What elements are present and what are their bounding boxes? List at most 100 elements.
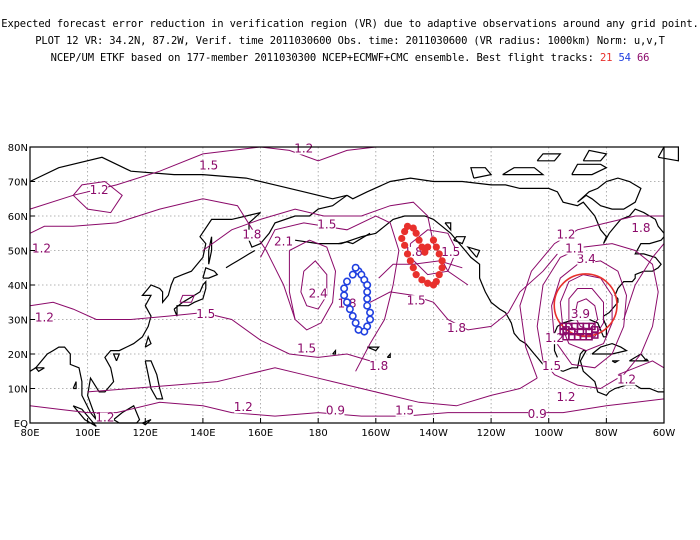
track-54-point [366, 315, 375, 324]
track-21-point [432, 243, 440, 251]
contour-label: 1.5 [196, 307, 215, 321]
contour-label: 1.5 [407, 293, 426, 307]
track-21-point [406, 257, 414, 265]
track-21-point [409, 264, 417, 272]
contour-label: 1.8 [369, 359, 388, 373]
coastline-segment [571, 163, 608, 176]
contour-label: 1.8 [447, 321, 466, 335]
contour-label: 1.2 [32, 242, 51, 256]
contour-label-bg [441, 246, 460, 258]
track-54-point [340, 284, 349, 293]
contour-label: 3.9 [571, 307, 590, 321]
contour-line [574, 298, 599, 331]
contour-label-bg [617, 374, 636, 386]
track-54-point [366, 308, 375, 317]
contour-label-bg [90, 184, 109, 196]
contour-label: 1.5 [317, 217, 336, 231]
contour-line [260, 215, 400, 372]
lon-tick-label: 80E [20, 428, 39, 439]
contour-label: 1.2 [95, 411, 114, 425]
contour-line [300, 260, 328, 310]
contour-line [559, 274, 613, 352]
contour-label: 3.4 [577, 252, 596, 266]
contour-label: 1.1 [565, 242, 584, 256]
contour-line [617, 360, 665, 376]
track-21-point [403, 250, 412, 258]
track-54-point [340, 291, 349, 300]
contour-label-bg [297, 343, 316, 355]
contour-label-bg [545, 333, 564, 345]
contour-label: 1.2 [35, 311, 54, 325]
contour-label-bg [404, 246, 423, 258]
track-54-point [363, 301, 372, 310]
coastline-segment [582, 149, 608, 162]
contour-label: 1.5 [542, 359, 561, 373]
coastline-segment [72, 405, 97, 427]
track-54-point [363, 287, 372, 296]
track-21-label: 21 [599, 52, 613, 64]
coastline-segment [225, 249, 256, 269]
track-21-point [424, 243, 432, 251]
contour-labels: 1.2 1.5 1.2 1.2 1.8 2.1 1.5 2.4 1.8 1.5 1.2 1.5 1.8 1… [32, 141, 651, 424]
track-66-label: 66 [636, 52, 650, 64]
track-21-point [415, 236, 423, 244]
lon-tick-label: 160W [361, 428, 390, 439]
contour-label-bg [242, 229, 261, 241]
coastline-segment [536, 153, 562, 162]
flight-tracks [340, 222, 599, 341]
map-border [29, 146, 665, 424]
track-21-point [424, 279, 432, 287]
contour-label: 1.5 [199, 159, 218, 173]
ensemble-text: NCEP/UM ETKF based on 177-member 2011030… [50, 52, 594, 64]
contour-label-bg [528, 409, 547, 421]
contour-label-bg [407, 295, 426, 307]
contour-label-bg [395, 405, 414, 417]
track-21-point [429, 281, 438, 289]
track-21-point [412, 271, 420, 279]
track-54-point [345, 305, 354, 314]
contour-label: 1.2 [294, 141, 313, 155]
lat-tick-label: 70N [8, 178, 28, 189]
coastline-segment [591, 342, 629, 355]
track-21-point [401, 227, 409, 236]
coastline-segment [144, 334, 152, 348]
contour-label: 1.2 [234, 400, 253, 414]
track-54-point [354, 325, 363, 334]
track-66-point [568, 327, 576, 336]
coastline-segment [444, 222, 452, 232]
contour-label-bg [294, 143, 313, 155]
lon-tick-label: 80W [595, 428, 618, 439]
coastline-segment [72, 381, 77, 390]
contour-label-bg [309, 288, 328, 300]
contour-label: 1.5 [395, 404, 414, 418]
contour-label: 1.2 [617, 373, 636, 387]
coastline-segment [611, 360, 621, 364]
contour-label-bg [95, 412, 114, 424]
plot-title: Expected forecast error reduction in ver… [1, 18, 699, 30]
contour-label-bg [447, 322, 466, 334]
contour-label: 1.2 [545, 331, 564, 345]
track-54-point [351, 263, 360, 272]
coastline-segment [34, 367, 45, 373]
lat-tick-label: EQ [14, 419, 28, 430]
contour-label: 1.8 [242, 228, 261, 242]
contour-label: 1.8 [631, 221, 650, 235]
track-54-point [342, 277, 351, 286]
contour-line [72, 180, 123, 214]
lon-tick-label: 60W [653, 428, 676, 439]
contour-label-bg [631, 222, 650, 234]
lat-tick-label: 10N [8, 385, 28, 396]
contour-label: 0.9 [326, 404, 345, 418]
map-axes: EQ 10N 20N 30N 40N 50N 60N 70N 80N 80E 100E 120E 140… [8, 143, 676, 439]
contour-label-bg [32, 243, 51, 255]
lon-tick-label: 120W [477, 428, 506, 439]
coastline-segment [453, 236, 467, 245]
lat-tick-label: 50N [8, 247, 28, 258]
contour-label-bg [274, 236, 293, 248]
lon-tick-label: 180 [309, 428, 328, 439]
contour-label-bg [196, 309, 215, 321]
coastline-segment [208, 236, 213, 265]
track-54-point [348, 312, 357, 321]
plot-ensemble-line: NCEP/UM ETKF based on 177-member 2011030… [0, 52, 700, 64]
lon-tick-label: 100W [534, 428, 563, 439]
